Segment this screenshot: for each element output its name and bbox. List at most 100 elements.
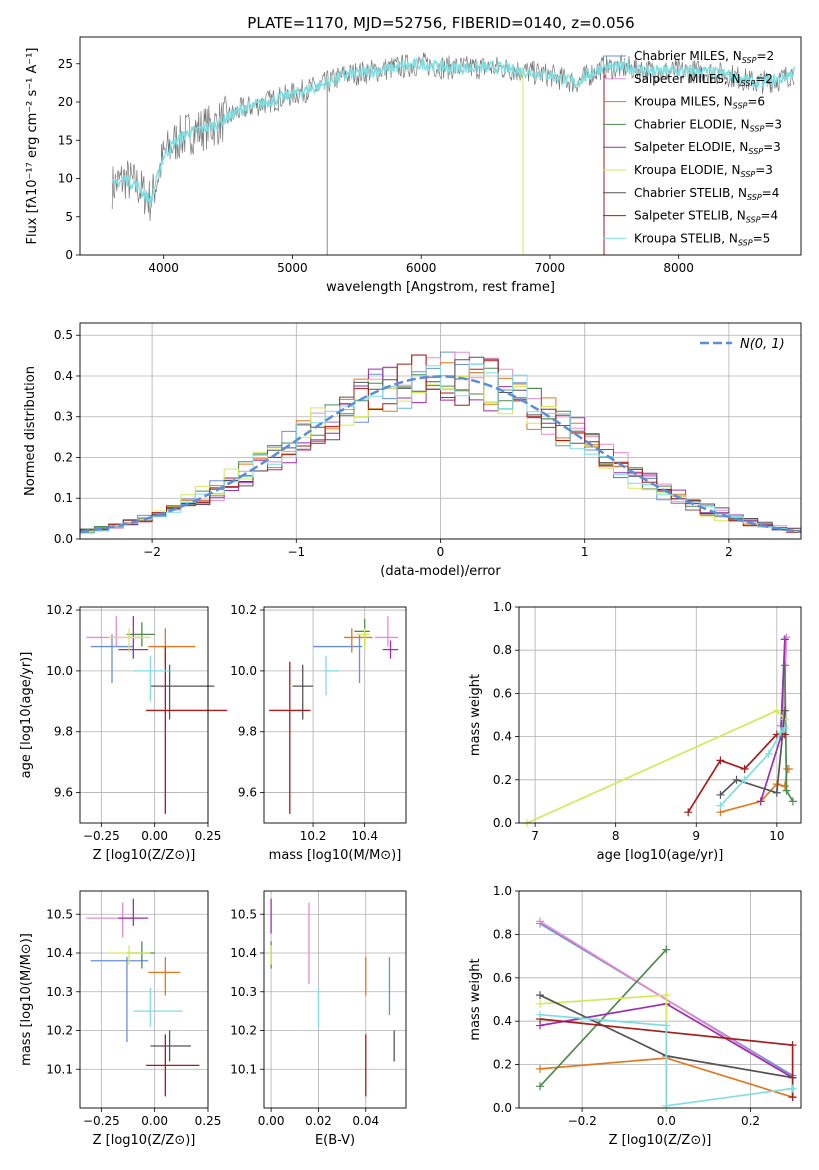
x-tick-label: 7 [531, 829, 539, 843]
panel-age-vs-Z: −0.25 0.00 0.25 9.6 9.8 10.0 10.2 Z [log10(Z/Z⊙… [19, 603, 228, 863]
legend-label: Chabrier ELODIE, NSSP=3 [634, 117, 782, 133]
axes-frame [518, 890, 802, 1109]
series-marker [782, 786, 791, 795]
y-axis-label: age [log10(age/yr)] [19, 652, 34, 779]
series-marker [788, 1041, 797, 1050]
series-chabrier-stelib [716, 706, 789, 799]
series-marker [536, 1010, 545, 1019]
point-kroupa-stelib [133, 987, 183, 1027]
y-tick-label: 0.0 [493, 816, 512, 830]
point-salpeter-miles [375, 616, 399, 647]
point-kroupa-miles [148, 628, 196, 665]
x-tick-label: 0.04 [352, 1114, 379, 1128]
x-tick-label: −0.25 [83, 1114, 120, 1128]
panel-age-vs-mass: 10.2 10.4 9.6 9.8 10.0 10.2 mass [log10(M/M⊙)] [230, 603, 407, 863]
legend-label: Chabrier MILES, NSSP=2 [634, 49, 774, 65]
series-marker [716, 756, 725, 765]
series-marker [782, 633, 791, 642]
histogram-kroupa-stelib [79, 363, 802, 539]
y-tick-label: 1.0 [493, 600, 512, 614]
axes-frame [79, 322, 802, 540]
x-tick-label: 6000 [406, 261, 437, 275]
spectrum-legend: Chabrier MILES, NSSP=2 Salpeter MILES, NS… [603, 49, 782, 247]
series-marker [716, 790, 725, 799]
y-tick-label: 10.2 [46, 603, 73, 617]
y-tick-label: 10.1 [46, 1062, 73, 1076]
y-tick-label: 10.2 [230, 1024, 257, 1038]
y-tick-label: 0.2 [493, 773, 512, 787]
series-marker [788, 797, 797, 806]
point-kroupa-elodie [107, 945, 151, 965]
x-axis-label: Z [log10(Z/Z⊙)] [609, 1133, 712, 1148]
y-tick-label: 10.4 [46, 946, 73, 960]
series-chabrier-elodie [536, 945, 671, 1091]
y-tick-label: 0.8 [493, 643, 512, 657]
y-tick-label: 10.0 [230, 664, 257, 678]
y-tick-label: 0.2 [493, 1058, 512, 1072]
x-tick-label: 8 [612, 829, 620, 843]
normal-curve [79, 375, 802, 534]
y-tick-label: 25 [58, 57, 73, 71]
series-marker [776, 728, 785, 737]
series-line [784, 665, 794, 802]
y-tick-label: 0.6 [493, 686, 512, 700]
y-tick-label: 9.6 [54, 786, 73, 800]
x-tick-label: −0.2 [568, 1114, 597, 1128]
series-marker [780, 782, 789, 791]
x-tick-label: −1 [287, 545, 305, 559]
y-tick-label: 0.6 [493, 971, 512, 985]
axes-frame [79, 36, 802, 256]
y-axis-label: Normed distribution [23, 366, 38, 496]
figure-title: PLATE=1170, MJD=52756, FIBERID=0140, z=0… [247, 14, 634, 32]
panel-mass-vs-Z: −0.25 0.00 0.25 10.1 10.2 10.3 10.4 10.5 Z [log1… [19, 890, 222, 1148]
panel-mass-vs-ebv: 0.00 0.02 0.04 10.1 10.2 10.3 10.4 10.5 E(B-V) [230, 890, 407, 1148]
plot-area-mass-weight-vs-Z [536, 917, 797, 1112]
series-marker [756, 797, 765, 806]
x-tick-label: 0.25 [195, 1114, 222, 1128]
series-marker [536, 991, 545, 1000]
point-salpeter-elodie [382, 640, 399, 659]
series-line [687, 733, 785, 813]
series-line [539, 1013, 793, 1107]
legend-label: Salpeter ELODIE, NSSP=3 [634, 140, 781, 156]
y-tick-label: 10.1 [230, 1062, 257, 1076]
x-axis-label: (data-model)/error [380, 564, 501, 579]
x-tick-label: 0.00 [258, 1114, 285, 1128]
y-tick-label: 5 [65, 210, 73, 224]
y-axis-label: Flux [fλ10⁻¹⁷ erg cm⁻² s⁻¹ A⁻¹] [25, 48, 40, 245]
x-tick-label: 0.02 [305, 1114, 332, 1128]
y-tick-label: 10.2 [230, 603, 257, 617]
series-marker [662, 991, 671, 1000]
x-axis-label: Z [log10(Z/Z⊙)] [93, 1133, 196, 1148]
point-kroupa-elodie [356, 628, 370, 650]
series-marker [732, 775, 741, 784]
point-kroupa-elodie [107, 628, 151, 653]
axes-frame [79, 890, 209, 1109]
y-tick-label: 0.4 [493, 730, 512, 744]
series-marker [662, 1021, 671, 1030]
point-chabrier-miles [90, 634, 134, 684]
y-tick-label: 10.5 [46, 907, 73, 921]
series-line [539, 949, 667, 1087]
series-marker [662, 945, 671, 954]
point-chabrier-stelib [292, 664, 314, 720]
plot-area-age-vs-mass [269, 616, 399, 814]
point-kroupa-stelib [133, 655, 170, 702]
panel-mass-weight-vs-age: 7 8 9 10 0.0 0.2 0.4 0.6 0.8 1.0 age [log10(age/yr… [468, 600, 802, 863]
x-tick-label: 1 [581, 545, 589, 559]
legend-label: Salpeter MILES, NSSP=2 [634, 72, 773, 88]
point-salpeter-elodie [118, 898, 149, 926]
y-tick-label: 0.4 [493, 1014, 512, 1028]
series-marker [684, 808, 693, 817]
y-axis-label: mass [log10(M/M⊙)] [19, 933, 34, 1066]
series-line [539, 994, 668, 1108]
y-tick-label: 0.0 [493, 1101, 512, 1115]
y-tick-label: 10.0 [46, 664, 73, 678]
plot-area-mass-weight-vs-age [523, 633, 797, 827]
y-tick-label: 9.6 [238, 786, 257, 800]
series-kroupa-stelib [716, 723, 789, 810]
point-chabrier-miles [313, 634, 363, 684]
series-line [759, 639, 786, 802]
plot-area-residuals: N(0, 1) [79, 337, 802, 539]
